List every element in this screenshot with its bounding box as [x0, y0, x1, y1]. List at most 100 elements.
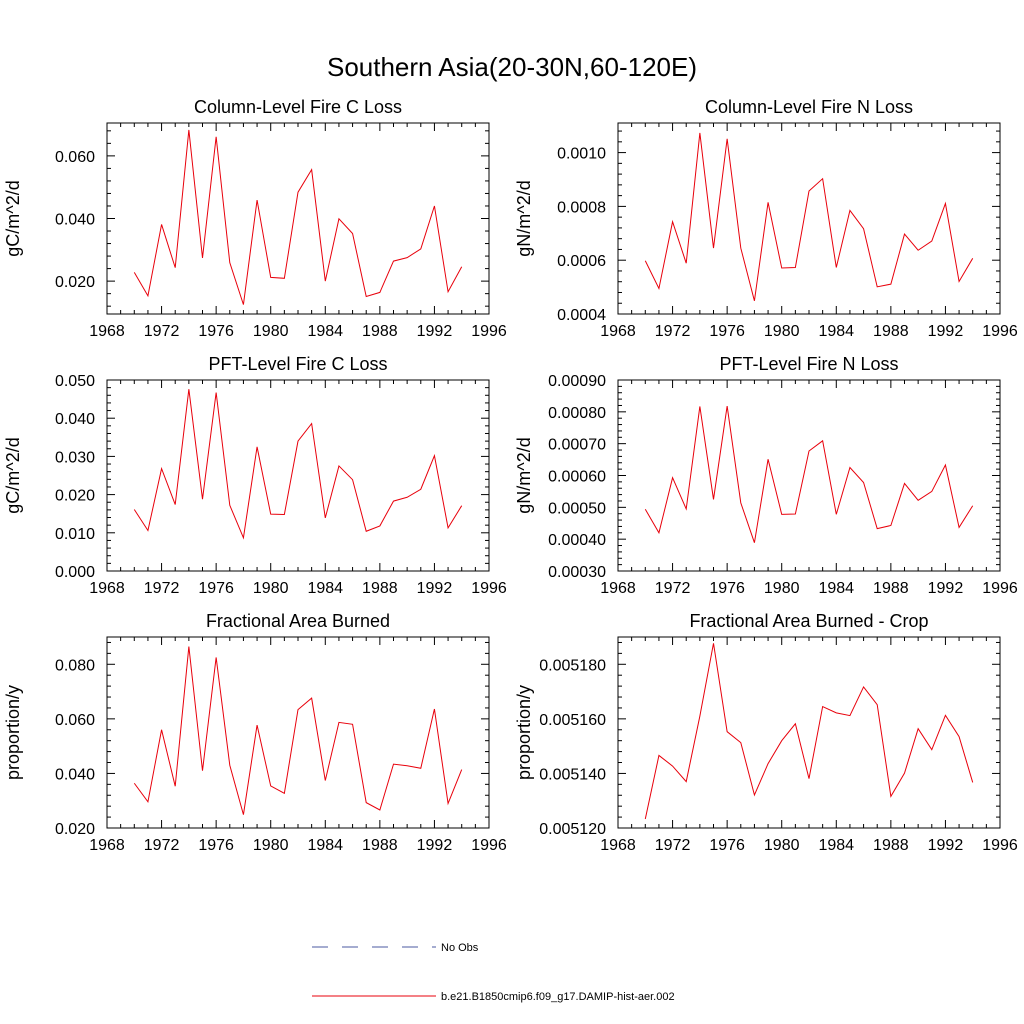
y-tick-label: 0.005140	[539, 766, 606, 783]
x-tick-label: 1984	[818, 837, 854, 854]
y-tick-label: 0.0006	[557, 253, 606, 270]
plot-frame	[617, 379, 1001, 572]
x-tick-label: 1980	[764, 323, 800, 340]
x-tick-label: 1984	[818, 323, 854, 340]
chart-panel-4: PFT-Level Fire N Loss gN/m^2/d 1968 1972 197…	[514, 354, 1018, 597]
panel-title: PFT-Level Fire C Loss	[208, 354, 387, 374]
x-tick-label: 1980	[764, 837, 800, 854]
y-axis-label: proportion/y	[3, 685, 23, 780]
x-tick-label: 1972	[655, 580, 691, 597]
series-line	[133, 389, 463, 540]
y-axis-label: proportion/y	[514, 685, 534, 780]
x-tick-label: 1988	[362, 323, 398, 340]
x-tick-label: 1996	[982, 323, 1018, 340]
y-tick-label: 0.020	[55, 821, 95, 838]
x-tick-label: 1968	[600, 580, 636, 597]
x-tick-label: 1968	[89, 580, 125, 597]
x-tick-label: 1976	[709, 837, 745, 854]
x-tick-label: 1992	[417, 323, 453, 340]
plot-frame	[617, 122, 1001, 315]
x-tick-label: 1996	[982, 837, 1018, 854]
chart-panel-5: Fractional Area Burned proportion/y 1968 19…	[3, 611, 507, 854]
y-tick-label: 0.00090	[548, 373, 606, 390]
x-tick-label: 1972	[144, 837, 180, 854]
x-tick-label: 1984	[307, 323, 343, 340]
panels: Column-Level Fire C Loss gC/m^2/d 1968 1972…	[3, 97, 1018, 854]
y-tick-label: 0.00040	[548, 532, 606, 549]
y-tick-label: 0.005180	[539, 657, 606, 674]
y-tick-label: 0.000	[55, 564, 95, 581]
y-tick-label: 0.00060	[548, 469, 606, 486]
x-tick-label: 1984	[818, 580, 854, 597]
x-tick-label: 1972	[655, 837, 691, 854]
x-tick-label: 1976	[709, 323, 745, 340]
plot-frame	[106, 636, 490, 829]
y-tick-label: 0.020	[55, 488, 95, 505]
x-tick-label: 1996	[471, 580, 507, 597]
series-line	[644, 406, 974, 543]
x-tick-label: 1992	[928, 580, 964, 597]
y-tick-label: 0.060	[55, 149, 95, 166]
chart-panel-3: PFT-Level Fire C Loss gC/m^2/d 1968 1972 197…	[3, 354, 507, 597]
x-tick-label: 1980	[253, 580, 289, 597]
x-tick-label: 1980	[253, 837, 289, 854]
y-tick-label: 0.080	[55, 657, 95, 674]
x-tick-label: 1976	[198, 837, 234, 854]
x-tick-label: 1976	[709, 580, 745, 597]
x-tick-label: 1992	[928, 837, 964, 854]
y-tick-label: 0.00050	[548, 500, 606, 517]
x-tick-label: 1980	[764, 580, 800, 597]
x-tick-label: 1996	[471, 837, 507, 854]
x-tick-label: 1996	[982, 580, 1018, 597]
y-tick-label: 0.050	[55, 373, 95, 390]
x-tick-label: 1996	[471, 323, 507, 340]
x-tick-label: 1992	[417, 837, 453, 854]
chart-panel-1: Column-Level Fire C Loss gC/m^2/d 1968 1972…	[3, 97, 507, 340]
y-tick-label: 0.00080	[548, 405, 606, 422]
x-tick-label: 1992	[928, 323, 964, 340]
y-tick-label: 0.040	[55, 766, 95, 783]
y-tick-label: 0.010	[55, 526, 95, 543]
y-axis-label: gC/m^2/d	[3, 180, 23, 256]
panel-title: Column-Level Fire C Loss	[194, 97, 402, 117]
x-tick-label: 1972	[144, 580, 180, 597]
x-tick-label: 1968	[89, 323, 125, 340]
legend-label: b.e21.B1850cmip6.f09_g17.DAMIP-hist-aer.…	[441, 991, 675, 1003]
y-tick-label: 0.0004	[557, 307, 606, 324]
series-line	[644, 132, 974, 301]
plot-frame	[106, 122, 490, 315]
chart-panel-2: Column-Level Fire N Loss gN/m^2/d 1968 1972…	[514, 97, 1018, 340]
panel-title: PFT-Level Fire N Loss	[719, 354, 898, 374]
y-tick-label: 0.0010	[557, 146, 606, 163]
y-tick-label: 0.00030	[548, 564, 606, 581]
x-tick-label: 1988	[362, 580, 398, 597]
y-tick-label: 0.00070	[548, 437, 606, 454]
series-line	[133, 646, 463, 815]
y-tick-label: 0.020	[55, 274, 95, 291]
x-tick-label: 1968	[89, 837, 125, 854]
x-tick-label: 1984	[307, 837, 343, 854]
x-tick-label: 1988	[873, 323, 909, 340]
y-tick-label: 0.040	[55, 411, 95, 428]
x-tick-label: 1968	[600, 837, 636, 854]
x-tick-label: 1980	[253, 323, 289, 340]
figure-title: Southern Asia(20-30N,60-120E)	[327, 52, 697, 82]
panel-title: Column-Level Fire N Loss	[705, 97, 913, 117]
x-tick-label: 1988	[873, 580, 909, 597]
plot-frame	[617, 636, 1001, 829]
x-tick-label: 1976	[198, 323, 234, 340]
panel-title: Fractional Area Burned	[206, 611, 390, 631]
x-tick-label: 1992	[417, 580, 453, 597]
y-tick-label: 0.005120	[539, 821, 606, 838]
series-line	[133, 129, 463, 305]
y-axis-label: gN/m^2/d	[514, 180, 534, 256]
y-tick-label: 0.030	[55, 449, 95, 466]
x-tick-label: 1988	[873, 837, 909, 854]
y-tick-label: 0.0008	[557, 199, 606, 216]
legend: No Obs b.e21.B1850cmip6.f09_g17.DAMIP-his…	[312, 942, 675, 1003]
x-tick-label: 1972	[144, 323, 180, 340]
x-tick-label: 1984	[307, 580, 343, 597]
legend-label: No Obs	[441, 942, 479, 954]
y-axis-label: gC/m^2/d	[3, 437, 23, 513]
series-line	[644, 643, 974, 820]
